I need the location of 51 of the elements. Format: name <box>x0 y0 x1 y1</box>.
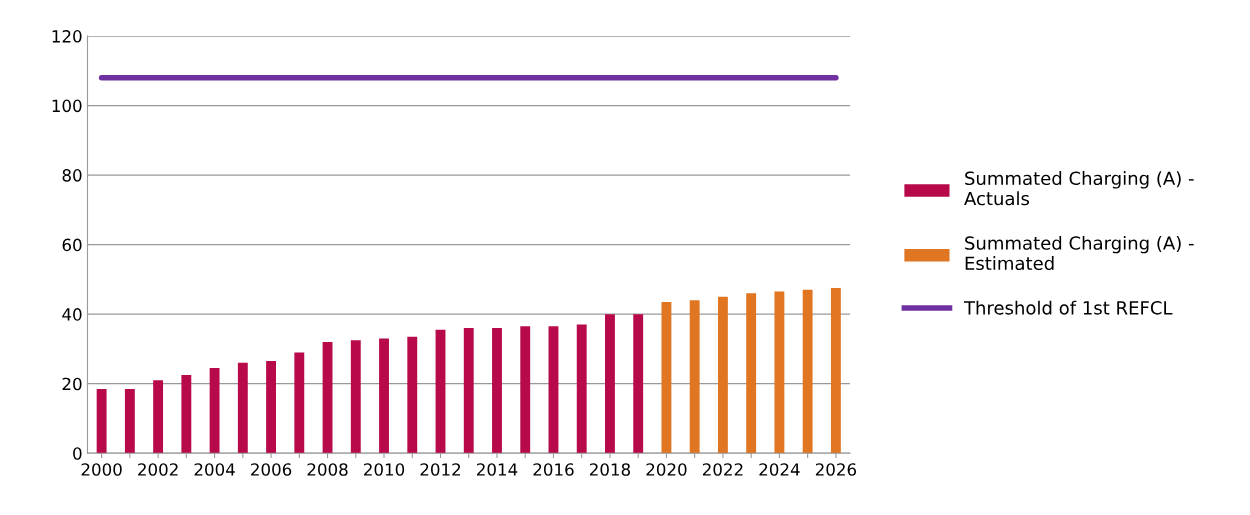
y-tick-label: 80 <box>62 169 82 182</box>
x-tick-label: 2014 <box>477 463 518 476</box>
x-tick-label: 2024 <box>759 463 800 476</box>
bar <box>181 374 192 454</box>
bar <box>576 324 587 454</box>
bar <box>96 388 107 454</box>
bar <box>830 288 841 454</box>
x-tick-label: 2004 <box>194 463 235 476</box>
x-tick-label: 2000 <box>81 463 122 476</box>
bar <box>407 336 418 454</box>
bar <box>294 352 305 454</box>
x-tick-label: 2012 <box>420 463 461 476</box>
bar <box>463 328 474 454</box>
bar <box>548 326 559 454</box>
bar <box>350 340 361 454</box>
x-tick-label: 2016 <box>533 463 574 476</box>
x-tick-label: 2018 <box>589 463 631 476</box>
bar <box>209 368 220 454</box>
bar <box>492 328 502 454</box>
x-tick-label: 2022 <box>702 463 743 476</box>
bar <box>379 338 389 454</box>
bar <box>266 361 277 454</box>
bar <box>717 296 728 454</box>
bar <box>322 341 333 454</box>
y-tick-label: 120 <box>52 30 82 43</box>
x-tick-label: 2010 <box>364 463 405 476</box>
bar <box>661 301 672 454</box>
bar <box>802 289 813 454</box>
bar <box>153 380 164 454</box>
bar <box>689 300 700 454</box>
x-tick-label: 2026 <box>815 463 857 476</box>
y-tick-label: 60 <box>62 238 82 252</box>
y-tick-label: 0 <box>73 447 82 460</box>
bar <box>746 293 757 454</box>
bar <box>774 291 785 454</box>
bar <box>605 314 615 454</box>
bar <box>520 326 531 454</box>
legend-label: Summated Charging (A) - Estimated <box>965 235 1194 271</box>
x-tick-label: 2008 <box>307 463 348 476</box>
bar <box>633 314 644 454</box>
legend-label: Threshold of 1st REFCL <box>963 300 1173 315</box>
bar <box>124 388 135 454</box>
y-tick-label: 100 <box>52 99 82 113</box>
bar <box>435 329 446 454</box>
bar <box>237 362 248 454</box>
x-tick-label: 2002 <box>138 463 178 476</box>
x-tick-label: 2006 <box>251 463 292 476</box>
x-tick-label: 2020 <box>646 463 687 476</box>
y-tick-label: 20 <box>62 377 82 391</box>
legend-label: Summated Charging (A) - Actuals <box>964 171 1194 206</box>
y-tick-label: 40 <box>62 308 82 321</box>
